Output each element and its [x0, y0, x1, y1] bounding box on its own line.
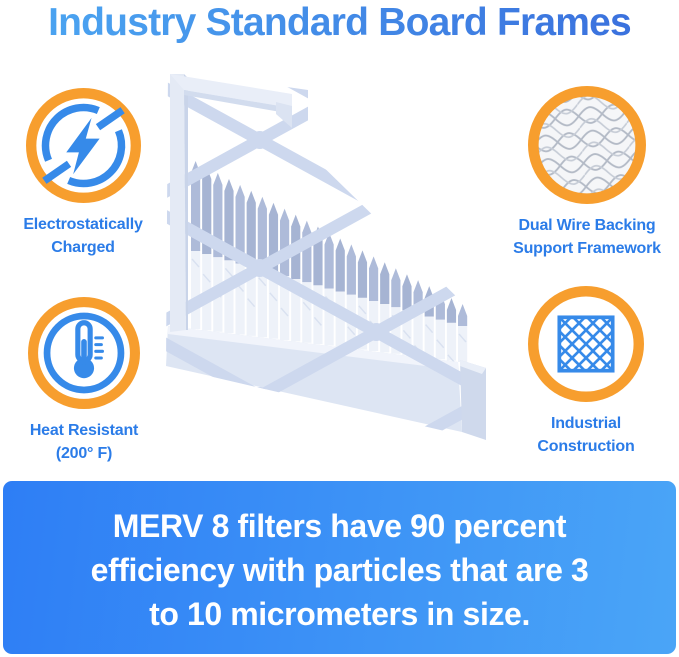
feature-label-line: Charged [51, 239, 115, 256]
feature-label-line: Electrostatically [23, 216, 143, 233]
feature-dual-wire-backing: Dual Wire Backing Support Framework [498, 86, 676, 260]
pleated-air-filter-render [158, 64, 502, 468]
feature-label-line: Industrial [550, 415, 621, 432]
merv-info-banner: MERV 8 filters have 90 percent efficienc… [3, 481, 676, 654]
feature-label: Industrial Construction [500, 412, 672, 458]
feature-label-line: Support Framework [513, 240, 661, 257]
feature-heat-resistant: Heat Resistant (200° F) [8, 297, 160, 465]
diamond-lattice-icon [528, 286, 644, 402]
feature-electrostatically-charged: Electrostatically Charged [6, 88, 160, 259]
feature-label-line: Construction [537, 438, 635, 455]
wire-mesh-icon [528, 86, 646, 204]
feature-label-line: Heat Resistant [29, 422, 139, 439]
air-filter-cutaway-icon [166, 70, 486, 440]
feature-label-line: Dual Wire Backing [518, 217, 656, 234]
banner-text-line: to 10 micrometers in size. [149, 595, 530, 632]
feature-label-line: (200° F) [55, 445, 113, 462]
page-title: Industry Standard Board Frames [0, 1, 679, 45]
lightning-bolt-icon [25, 88, 141, 203]
feature-label: Heat Resistant (200° F) [8, 419, 160, 465]
banner-text-line: MERV 8 filters have 90 percent [112, 507, 567, 544]
feature-label: Electrostatically Charged [6, 213, 160, 259]
feature-industrial-construction: Industrial Construction [500, 286, 672, 458]
banner-text-line: efficiency with particles that are 3 [90, 551, 589, 588]
feature-label: Dual Wire Backing Support Framework [498, 214, 676, 260]
thermometer-icon [28, 297, 140, 409]
